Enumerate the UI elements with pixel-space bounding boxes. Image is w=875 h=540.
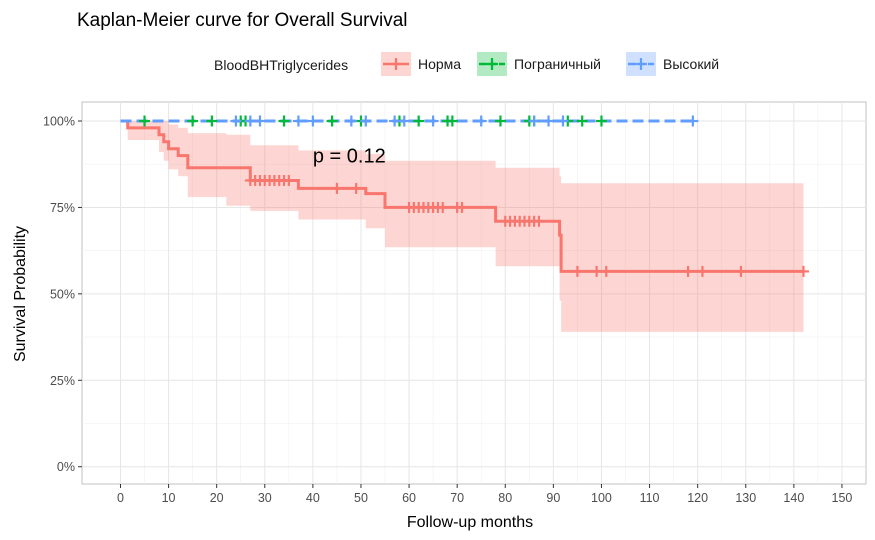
x-tick-label: 120 — [687, 491, 708, 505]
y-tick-label: 25% — [50, 374, 75, 388]
legend: BloodBHTriglycerides Норма Пограничный Выс… — [214, 52, 719, 76]
x-tick-label: 10 — [162, 491, 176, 505]
y-tick-label: 75% — [50, 201, 75, 215]
x-tick-label: 150 — [832, 491, 853, 505]
x-tick-label: 110 — [640, 491, 660, 505]
confidence-bands — [120, 121, 804, 332]
x-tick-label: 60 — [402, 491, 416, 505]
minor-grid — [82, 102, 866, 484]
legend-label: Пограничный — [514, 56, 601, 72]
x-tick-label: 80 — [498, 491, 512, 505]
x-tick-label: 40 — [306, 491, 320, 505]
x-tick-label: 90 — [546, 491, 560, 505]
y-axis: 0% 25% 50% 75% 100% — [43, 115, 82, 474]
p-value-annotation: p = 0.12 — [313, 146, 386, 168]
chart-title: Kaplan-Meier curve for Overall Survival — [77, 10, 408, 31]
plot-panel — [81, 101, 867, 485]
censor-marks — [139, 115, 809, 277]
x-tick-label: 30 — [258, 491, 272, 505]
x-tick-label: 20 — [210, 491, 224, 505]
major-grid — [82, 102, 866, 484]
confidence-band — [120, 121, 804, 332]
x-tick-label: 0 — [117, 491, 124, 505]
y-tick-label: 0% — [57, 460, 75, 474]
x-tick-label: 100 — [591, 491, 612, 505]
x-axis-label: Follow-up months — [407, 514, 533, 531]
y-axis-label: Survival Probability — [12, 226, 29, 362]
x-tick-label: 50 — [354, 491, 368, 505]
x-tick-label: 70 — [450, 491, 464, 505]
y-tick-label: 50% — [50, 287, 75, 301]
x-tick-label: 130 — [735, 491, 756, 505]
x-axis: 0 10 20 30 40 50 60 70 80 90 100 110 120 130 140 150 — [117, 484, 852, 505]
legend-label: Высокий — [663, 56, 719, 72]
x-tick-label: 140 — [783, 491, 804, 505]
y-tick-label: 100% — [43, 115, 75, 129]
legend-title: BloodBHTriglycerides — [214, 57, 348, 73]
legend-label: Норма — [418, 56, 461, 72]
